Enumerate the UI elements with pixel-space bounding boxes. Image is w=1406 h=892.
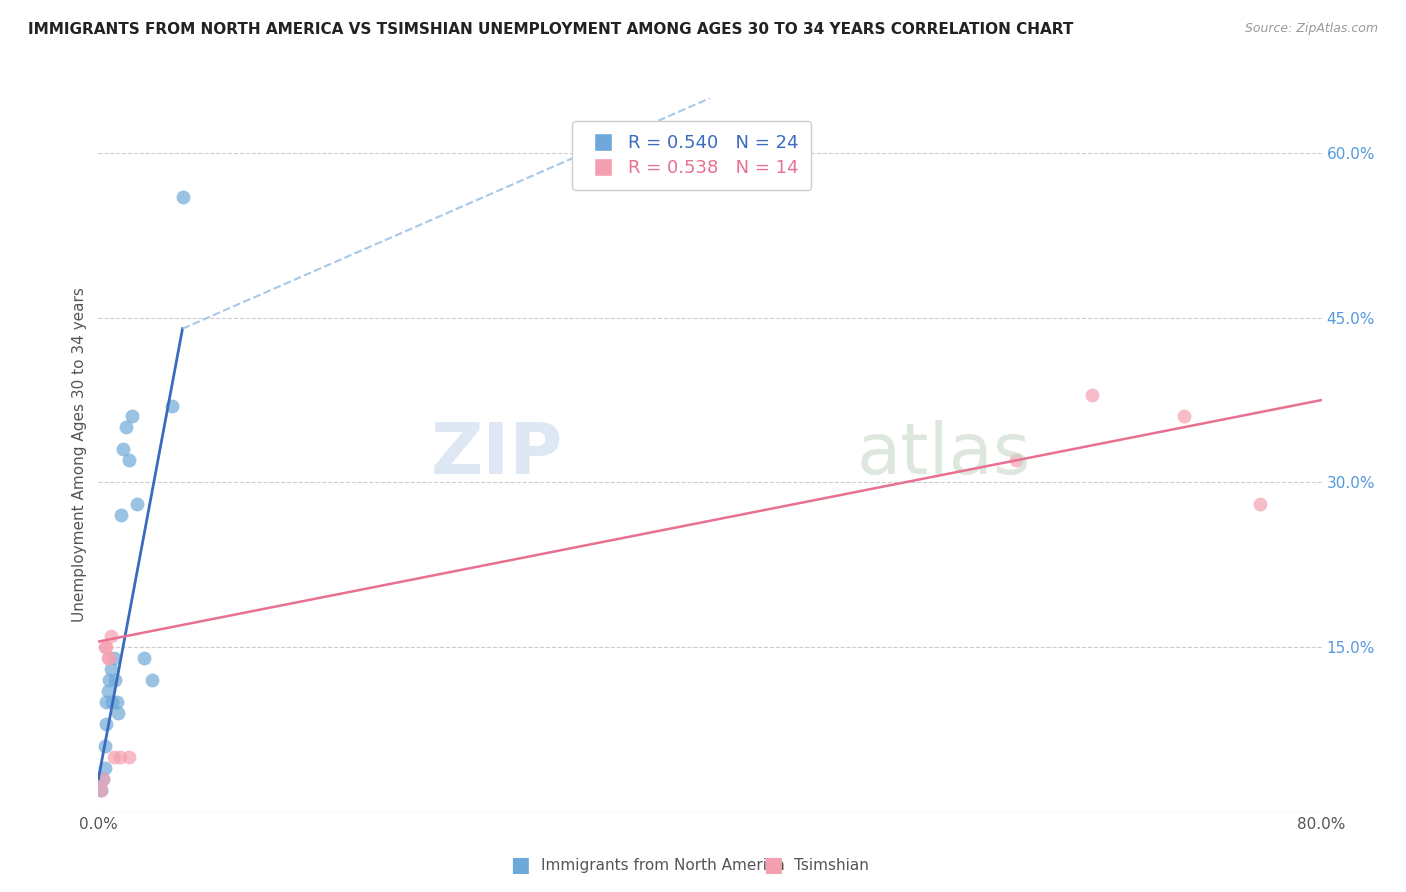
Point (121, 409, 143, 424)
Text: ■: ■ (763, 855, 783, 875)
Point (1081, 387, 1104, 401)
Point (93, 761, 115, 775)
Point (107, 706, 129, 720)
Point (125, 497, 148, 511)
Point (103, 651, 125, 665)
Point (100, 629, 122, 643)
Point (141, 673, 163, 687)
Point (105, 695, 128, 709)
Point (94, 695, 117, 709)
Point (134, 651, 156, 665)
Text: IMMIGRANTS FROM NORTH AMERICA VS TSIMSHIAN UNEMPLOYMENT AMONG AGES 30 TO 34 YEAR: IMMIGRANTS FROM NORTH AMERICA VS TSIMSHI… (28, 22, 1074, 37)
Point (93, 640, 115, 654)
Point (104, 673, 127, 687)
Y-axis label: Unemployment Among Ages 30 to 34 years: Unemployment Among Ages 30 to 34 years (72, 287, 87, 623)
Point (100, 662, 122, 676)
Legend: R = 0.540   N = 24, R = 0.538   N = 14: R = 0.540 N = 24, R = 0.538 N = 14 (572, 121, 811, 190)
Point (90, 782, 112, 797)
Text: Tsimshian: Tsimshian (794, 858, 869, 872)
Point (98, 651, 121, 665)
Point (108, 749, 131, 764)
Point (118, 749, 141, 764)
Point (90, 782, 112, 797)
Point (118, 453, 141, 467)
Point (160, 399, 183, 413)
Point (1249, 497, 1271, 511)
Point (110, 508, 132, 523)
Point (97, 684, 120, 698)
Point (1004, 453, 1026, 467)
Point (97, 651, 120, 665)
Text: ■: ■ (510, 855, 530, 875)
Point (91, 772, 114, 786)
Point (172, 190, 194, 204)
Text: atlas: atlas (856, 420, 1031, 490)
Text: Source: ZipAtlas.com: Source: ZipAtlas.com (1244, 22, 1378, 36)
Point (115, 420, 138, 434)
Point (1173, 409, 1195, 424)
Text: Immigrants from North America: Immigrants from North America (541, 858, 785, 872)
Point (94, 717, 117, 731)
Point (103, 749, 125, 764)
Point (98, 673, 121, 687)
Point (93, 739, 115, 753)
Point (101, 695, 124, 709)
Point (91, 772, 114, 786)
Point (111, 442, 134, 457)
Point (94, 640, 117, 654)
Text: ZIP: ZIP (432, 420, 564, 490)
